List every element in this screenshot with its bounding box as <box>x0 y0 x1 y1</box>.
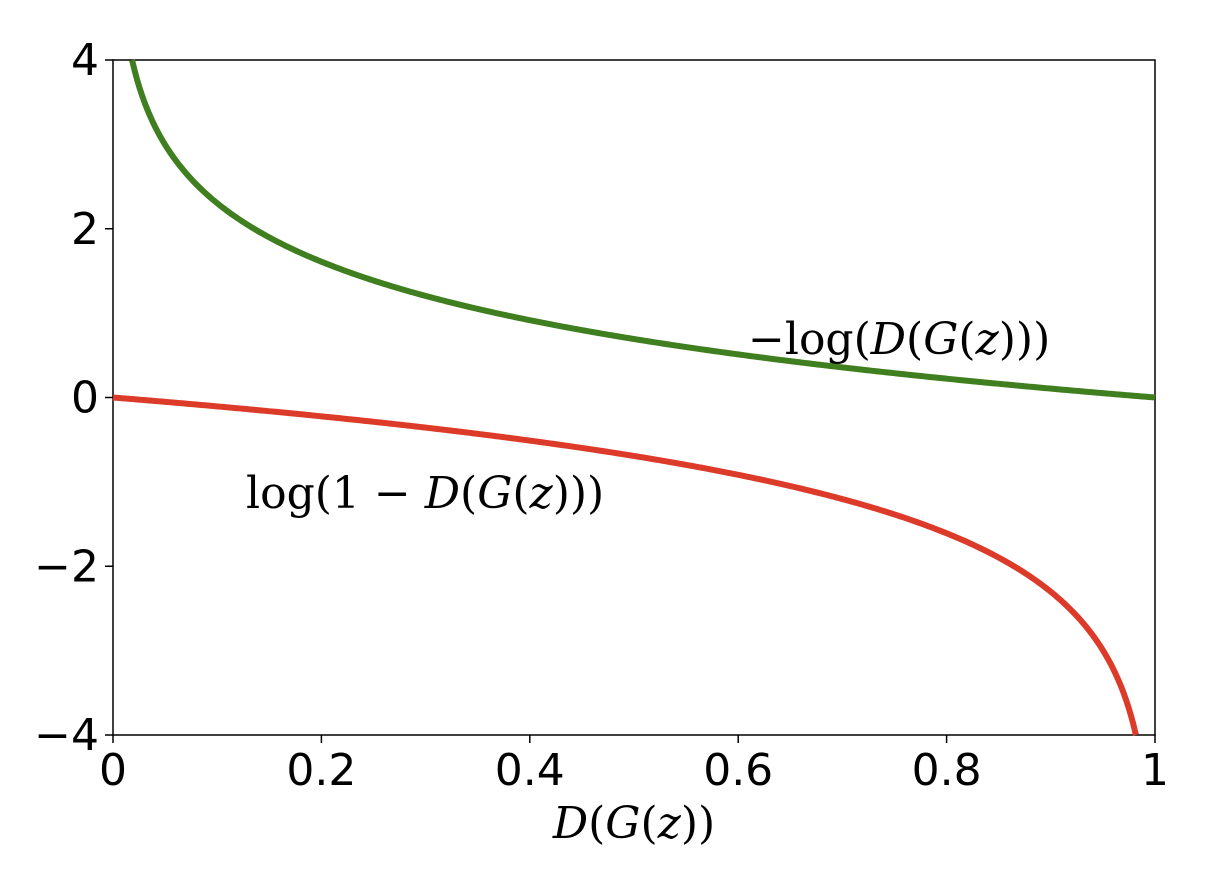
x-tick-label: 0 <box>99 745 127 796</box>
axis-tick-labels: 0 0.2 0.4 0.6 0.8 1 4 2 0 −2 −4 <box>34 35 1169 796</box>
series-line-neg-log <box>129 59 1156 401</box>
x-tick-label: 0.6 <box>703 745 773 796</box>
series-line-log-one-minus <box>112 394 1139 736</box>
y-tick-label: 2 <box>71 204 99 255</box>
y-tick-label: −4 <box>34 710 99 761</box>
annotation-log-one-minus: log(1 − D(G(z))) <box>246 468 604 519</box>
y-tick-label: −2 <box>34 541 99 592</box>
x-tick-label: 0.8 <box>912 745 982 796</box>
axis-ticks <box>105 59 1156 743</box>
y-tick-label: 0 <box>71 373 99 424</box>
x-axis-label: D(G(z)) <box>552 798 715 849</box>
plot-frame <box>112 59 1156 736</box>
x-tick-label: 0.4 <box>495 745 565 796</box>
series-lines <box>112 59 1156 736</box>
x-tick-label: 1 <box>1141 745 1169 796</box>
x-tick-label: 0.2 <box>286 745 356 796</box>
y-tick-label: 4 <box>71 35 99 86</box>
annotation-neg-log: −log(D(G(z))) <box>748 314 1050 365</box>
